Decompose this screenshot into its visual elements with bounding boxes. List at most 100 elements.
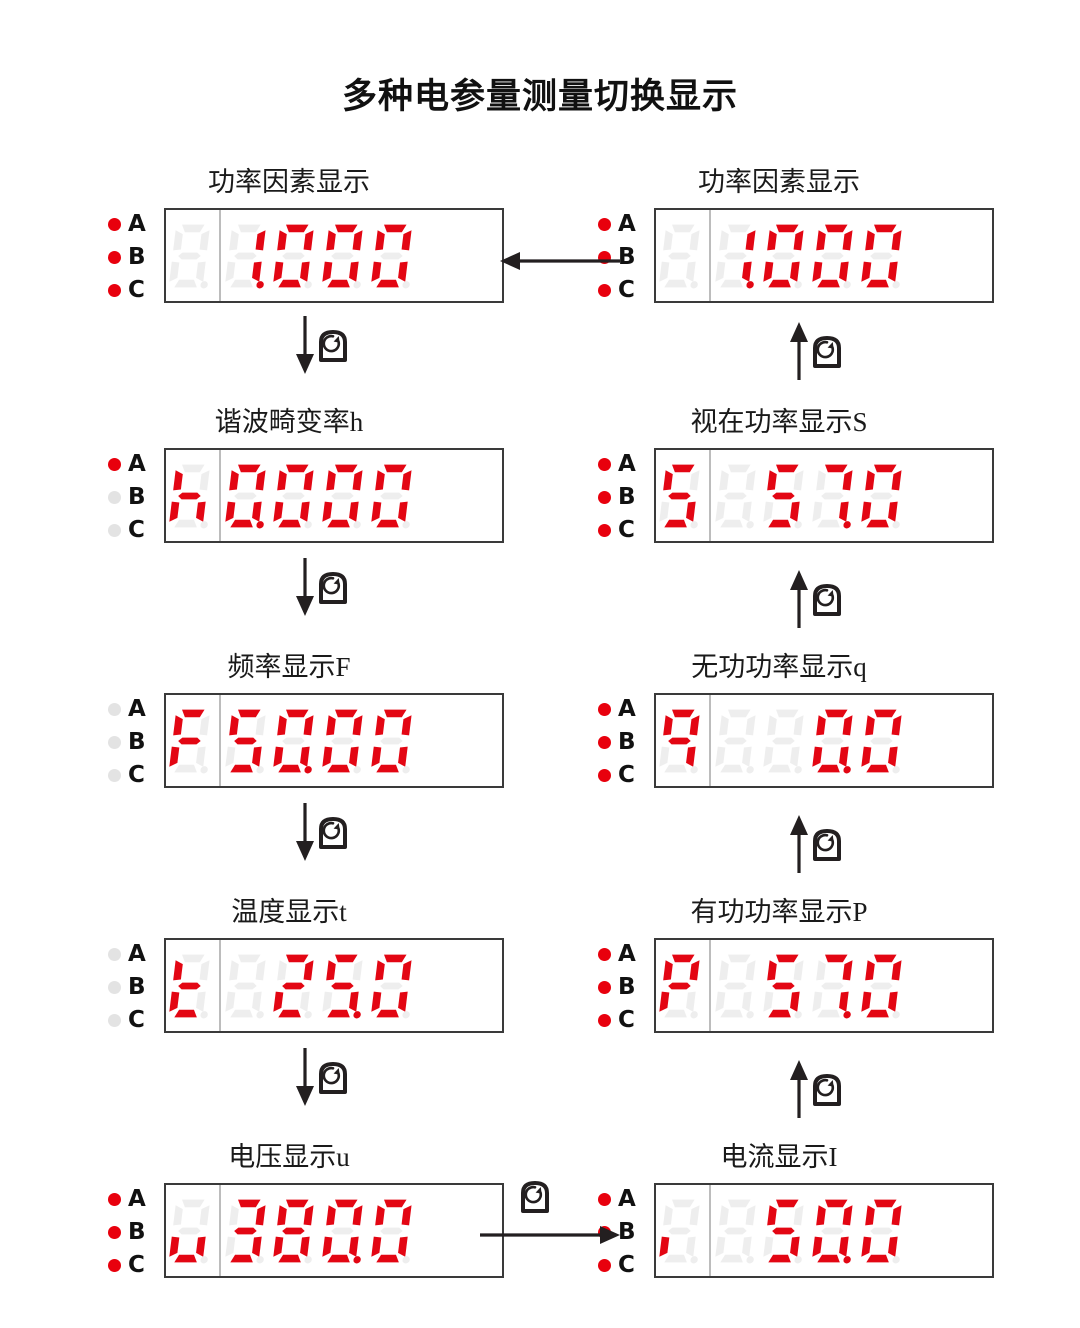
phase-indicator-b: B <box>598 726 650 759</box>
mode-switch-button-icon-arrow-voltage-to-current[interactable] <box>520 1180 550 1219</box>
mode-switch-button-icon-arrow-reactive-to-apparent-power[interactable] <box>812 583 842 622</box>
arrow-active-to-reactive-power <box>786 815 812 878</box>
phase-dot-icon-a <box>598 218 611 231</box>
phase-indicator-a: A <box>598 693 650 726</box>
mode-switch-button-icon-arrow-pf-to-harmonic[interactable] <box>318 329 348 368</box>
lcd-digit-2 <box>322 952 369 1020</box>
mode-switch-button-icon-arrow-apparent-power-to-pf[interactable] <box>812 335 842 374</box>
phase-label: B <box>618 484 636 510</box>
lcd-screen <box>164 208 504 303</box>
phase-indicator-b: B <box>598 971 650 1004</box>
phase-dot-icon-c <box>108 524 121 537</box>
phase-label: C <box>618 1252 635 1278</box>
panel-caption: 无功功率显示q <box>691 652 867 682</box>
lcd-screen <box>654 1183 994 1278</box>
lcd-screen <box>654 693 994 788</box>
phase-dot-icon-b <box>108 736 121 749</box>
phase-label: A <box>128 941 146 967</box>
lcd-digit-0 <box>714 952 762 1020</box>
lcd-unit-digit <box>656 450 711 541</box>
phase-label: A <box>618 941 636 967</box>
top-mark-right <box>566 2 576 14</box>
arrow-apparent-power-to-pf <box>786 322 812 385</box>
lcd-unit-digit <box>656 695 711 786</box>
phase-label: C <box>618 762 635 788</box>
lcd-unit-digit <box>166 1185 221 1276</box>
phase-indicator-a: A <box>108 693 160 726</box>
arrow-voltage-to-current <box>480 1222 620 1253</box>
mode-switch-button-icon-arrow-harmonic-to-frequency[interactable] <box>318 571 348 610</box>
phase-label: B <box>618 244 636 270</box>
phase-dot-icon-b <box>108 251 121 264</box>
phase-dot-icon-a <box>108 1193 121 1206</box>
arrow-pf-to-harmonic <box>292 316 318 379</box>
panel-caption: 有功功率显示P <box>690 897 868 927</box>
phase-indicator-a: A <box>598 208 650 241</box>
phase-indicator-c: C <box>108 274 160 307</box>
mode-switch-button-icon-arrow-temperature-to-voltage[interactable] <box>318 1061 348 1100</box>
phase-label: B <box>618 1219 636 1245</box>
lcd-digit-2 <box>322 707 369 775</box>
lcd-screen <box>164 1183 504 1278</box>
panel-caption: 视在功率显示S <box>690 407 868 437</box>
arrow-frequency-to-temperature <box>292 803 318 866</box>
phase-indicator-a: A <box>598 938 650 971</box>
phase-label: C <box>618 517 635 543</box>
phase-indicator-c: C <box>108 1004 160 1037</box>
phase-indicator-c: C <box>598 759 650 792</box>
lcd-digit-2 <box>812 462 859 530</box>
panel-caption: 电压显示u <box>228 1142 350 1172</box>
lcd-digit-0 <box>224 462 272 530</box>
lcd-screen <box>654 938 994 1033</box>
phase-label: B <box>128 244 146 270</box>
phase-dot-icon-a <box>108 948 121 961</box>
mode-switch-button-icon-arrow-active-to-reactive-power[interactable] <box>812 828 842 867</box>
lcd-unit-digit <box>656 1185 711 1276</box>
lcd-digit-0 <box>224 952 272 1020</box>
lcd-digit-2 <box>322 462 369 530</box>
phase-dot-icon-c <box>108 769 121 782</box>
phase-indicator-b: B <box>598 481 650 514</box>
lcd-unit-digit <box>656 210 711 301</box>
phase-label: B <box>618 974 636 1000</box>
phase-label: C <box>618 277 635 303</box>
lcd-digit-3 <box>370 952 418 1020</box>
phase-label: A <box>128 451 146 477</box>
phase-indicator-a: A <box>598 448 650 481</box>
panel-caption: 电流显示I <box>720 1142 838 1172</box>
phase-indicator-b: B <box>108 1216 160 1249</box>
lcd-unit-digit <box>166 450 221 541</box>
lcd-digit-2 <box>322 1197 369 1265</box>
phase-dot-icon-b <box>598 736 611 749</box>
mode-switch-button-icon-arrow-current-to-active-power[interactable] <box>812 1073 842 1112</box>
phase-dot-icon-a <box>598 1193 611 1206</box>
lcd-digit-3 <box>860 952 908 1020</box>
lcd-digit-3 <box>860 222 908 290</box>
phase-label: A <box>618 451 636 477</box>
lcd-unit-digit <box>656 940 711 1031</box>
arrow-harmonic-to-frequency <box>292 558 318 621</box>
lcd-unit-digit <box>166 940 221 1031</box>
mode-switch-button-icon-arrow-frequency-to-temperature[interactable] <box>318 816 348 855</box>
phase-label: A <box>618 1186 636 1212</box>
panel-caption: 功率因素显示 <box>698 167 860 197</box>
lcd-digit-0 <box>714 462 762 530</box>
lcd-value-digits <box>221 450 422 541</box>
phase-indicator-c: C <box>598 1004 650 1037</box>
phase-indicator-a: A <box>108 1183 160 1216</box>
lcd-digit-3 <box>370 222 418 290</box>
lcd-unit-digit <box>166 695 221 786</box>
lcd-digit-0 <box>714 222 762 290</box>
lcd-digit-3 <box>860 462 908 530</box>
phase-label: C <box>128 517 145 543</box>
